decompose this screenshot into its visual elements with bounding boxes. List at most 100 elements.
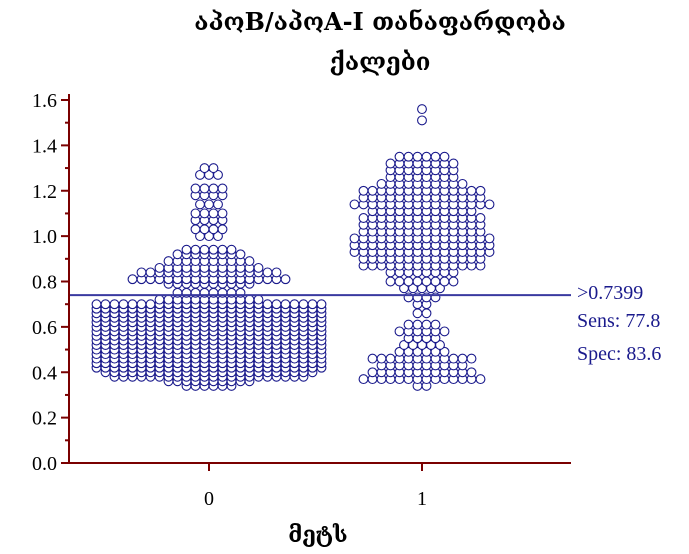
data-point — [475, 213, 486, 223]
data-point — [417, 115, 427, 126]
data-point — [475, 374, 486, 385]
data-point — [412, 319, 423, 330]
data-point — [403, 276, 414, 287]
data-point — [100, 299, 111, 310]
data-point — [199, 183, 210, 194]
data-point — [421, 319, 432, 330]
chart-subtitle: ქალები — [330, 47, 431, 76]
data-point — [235, 249, 246, 260]
data-point — [448, 158, 459, 169]
data-points — [91, 104, 495, 391]
data-point — [430, 276, 441, 287]
data-point — [439, 326, 450, 337]
data-point — [199, 244, 210, 255]
data-point — [217, 224, 228, 235]
data-point — [213, 231, 223, 242]
data-point — [385, 276, 396, 287]
data-point — [298, 299, 309, 310]
data-point — [154, 294, 165, 305]
data-point — [208, 183, 219, 194]
data-point — [475, 185, 486, 196]
data-point — [417, 104, 427, 115]
data-point — [199, 224, 210, 235]
data-point — [439, 346, 450, 357]
data-point — [213, 169, 223, 180]
y-tick-label: 0.6 — [32, 317, 57, 339]
data-point — [163, 256, 174, 267]
data-point — [190, 244, 201, 255]
data-point — [253, 262, 264, 273]
data-point — [349, 199, 360, 210]
data-point — [394, 276, 405, 287]
data-point — [448, 353, 459, 364]
y-tick-label: 0.0 — [32, 453, 57, 475]
data-point — [358, 185, 369, 196]
data-point — [217, 244, 228, 255]
data-point — [199, 208, 210, 219]
cutoff-label: >0.7399 — [577, 282, 643, 304]
data-point — [435, 283, 445, 294]
data-point — [439, 151, 450, 162]
data-point — [154, 262, 165, 273]
data-point — [118, 299, 129, 310]
data-point — [358, 374, 369, 385]
data-point — [204, 199, 214, 210]
data-point — [208, 244, 219, 255]
data-point — [367, 353, 378, 364]
data-point — [226, 244, 237, 255]
data-point — [190, 183, 201, 194]
data-point — [280, 274, 291, 285]
data-point — [190, 208, 201, 219]
y-tick-label: 1.0 — [32, 226, 57, 248]
data-point — [421, 276, 432, 287]
data-point — [439, 276, 450, 287]
data-point — [217, 183, 228, 194]
data-point — [316, 299, 327, 310]
data-point — [213, 199, 223, 210]
data-point — [466, 185, 477, 196]
data-point — [307, 299, 318, 310]
data-point — [448, 276, 459, 287]
data-point — [163, 294, 174, 305]
data-point — [412, 151, 423, 162]
data-point — [385, 353, 396, 364]
data-point — [289, 299, 300, 310]
chart-title: აპოB/აპოA-I თანაფარდობა — [194, 7, 566, 36]
x-tick-label: 0 — [204, 488, 214, 510]
data-point — [466, 367, 477, 378]
data-point — [91, 299, 102, 310]
data-point — [484, 199, 495, 210]
data-point — [208, 163, 219, 174]
data-point — [127, 299, 138, 310]
data-point — [457, 178, 468, 189]
data-point — [412, 276, 423, 287]
data-point — [358, 213, 369, 223]
data-point — [403, 151, 414, 162]
specificity-label: Spec: 83.6 — [577, 343, 661, 365]
data-point — [271, 267, 282, 278]
data-point — [145, 299, 156, 310]
data-point — [394, 151, 405, 162]
data-point — [262, 267, 273, 278]
y-axis-ticks: 0.0 0.2 0.4 0.6 0.8 1.0 1.2 1.4 1.6 — [32, 90, 69, 475]
data-point — [385, 158, 396, 169]
data-point — [136, 299, 147, 310]
data-point — [244, 294, 255, 305]
data-point — [244, 256, 255, 267]
x-tick-label: 1 — [417, 488, 427, 510]
data-point — [217, 208, 228, 219]
data-point — [262, 299, 273, 310]
data-point — [421, 151, 432, 162]
data-point — [136, 267, 147, 278]
data-point — [466, 353, 477, 364]
data-point — [376, 353, 387, 364]
data-point — [127, 274, 138, 285]
y-tick-label: 1.4 — [32, 135, 57, 157]
y-tick-label: 0.2 — [32, 408, 57, 430]
data-point — [421, 308, 432, 319]
data-point — [376, 178, 387, 189]
data-point — [435, 340, 445, 350]
data-point — [484, 233, 495, 244]
